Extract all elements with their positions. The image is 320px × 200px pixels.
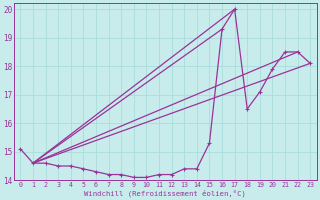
X-axis label: Windchill (Refroidissement éolien,°C): Windchill (Refroidissement éolien,°C) — [84, 189, 246, 197]
